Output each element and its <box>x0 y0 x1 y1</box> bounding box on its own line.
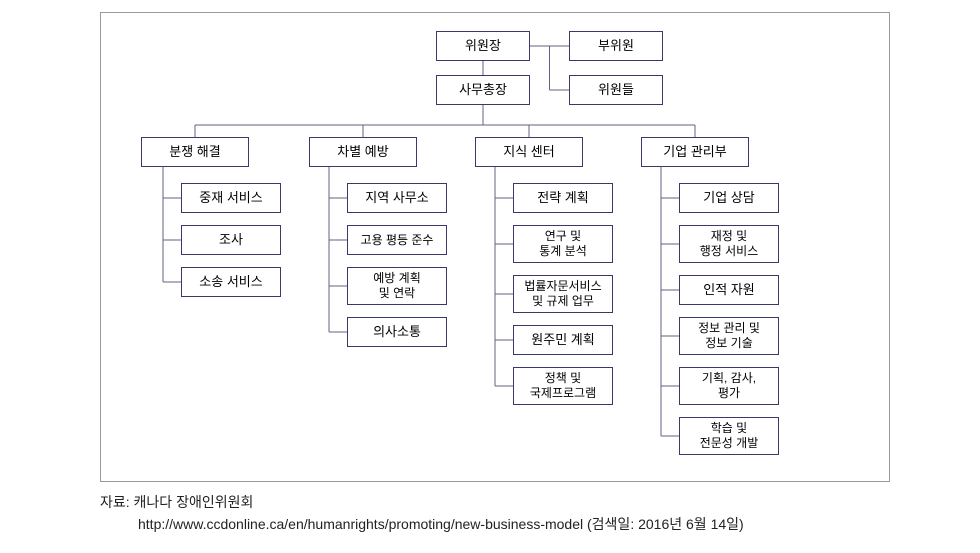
node-corp-child-5: 학습 및 전문성 개발 <box>679 417 779 455</box>
node-vice-chair: 부위원 <box>569 31 663 61</box>
source-org: 캐나다 장애인위원회 <box>134 494 254 510</box>
node-chair: 위원장 <box>436 31 530 61</box>
node-corp-child-3: 정보 관리 및 정보 기술 <box>679 317 779 355</box>
node-head-corp: 기업 관리부 <box>641 137 749 167</box>
node-corp-child-1: 재정 및 행정 서비스 <box>679 225 779 263</box>
source-prefix: 자료: <box>100 494 134 510</box>
node-prevent-child-0: 지역 사무소 <box>347 183 447 213</box>
node-corp-child-2: 인적 자원 <box>679 275 779 305</box>
node-knowledge-child-0: 전략 계획 <box>513 183 613 213</box>
node-corp-child-0: 기업 상담 <box>679 183 779 213</box>
node-members: 위원들 <box>569 75 663 105</box>
node-secretary-general: 사무총장 <box>436 75 530 105</box>
node-head-dispute: 분쟁 해결 <box>141 137 249 167</box>
node-prevent-child-3: 의사소통 <box>347 317 447 347</box>
node-head-prevent: 차별 예방 <box>309 137 417 167</box>
node-knowledge-child-1: 연구 및 통계 분석 <box>513 225 613 263</box>
node-corp-child-4: 기획, 감사, 평가 <box>679 367 779 405</box>
node-knowledge-child-3: 원주민 계획 <box>513 325 613 355</box>
node-knowledge-child-4: 정책 및 국제프로그램 <box>513 367 613 405</box>
node-prevent-child-1: 고용 평등 준수 <box>347 225 447 255</box>
node-knowledge-child-2: 법률자문서비스 및 규제 업무 <box>513 275 613 313</box>
source-url: http://www.ccdonline.ca/en/humanrights/p… <box>138 516 583 532</box>
node-head-knowledge: 지식 센터 <box>475 137 583 167</box>
node-dispute-child-2: 소송 서비스 <box>181 267 281 297</box>
source-citation: 자료: 캐나다 장애인위원회 http://www.ccdonline.ca/e… <box>100 492 890 535</box>
org-chart-frame: 위원장사무총장 부위원위원들분쟁 해결중재 서비스조사소송 서비스 차별 예방지역 … <box>100 12 890 482</box>
node-dispute-child-1: 조사 <box>181 225 281 255</box>
source-accessed: (검색일: 2016년 6월 14일) <box>583 516 744 532</box>
node-dispute-child-0: 중재 서비스 <box>181 183 281 213</box>
node-prevent-child-2: 예방 계획 및 연락 <box>347 267 447 305</box>
